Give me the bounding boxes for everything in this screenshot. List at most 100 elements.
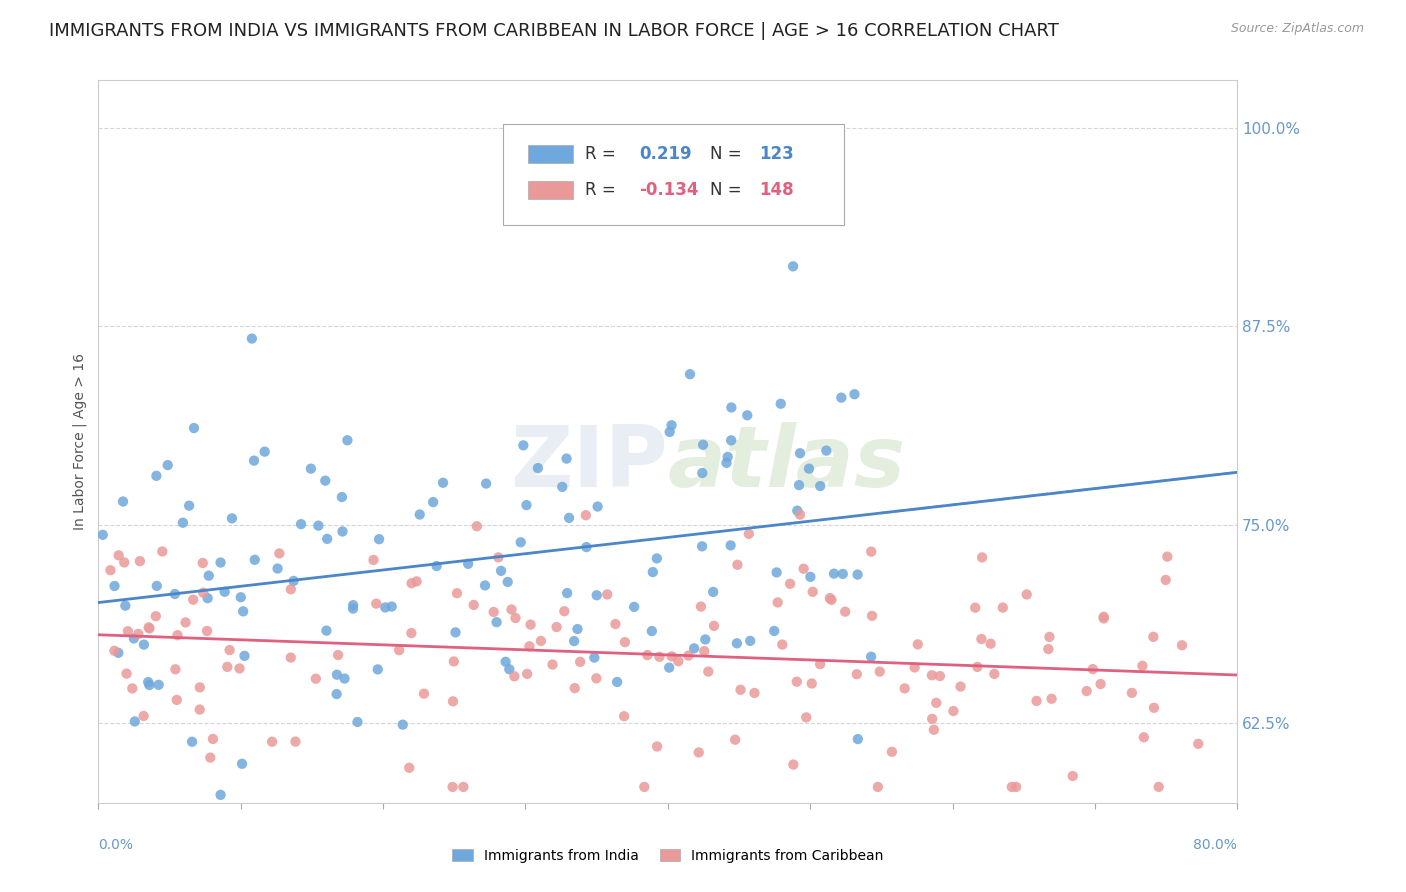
Text: 148: 148 (759, 181, 793, 199)
Point (195, 624, 218, 638)
Point (136, 675, 159, 690)
Point (562, 634, 585, 648)
Point (233, 648, 256, 663)
Point (188, 702, 211, 716)
Point (422, 495, 444, 509)
Point (789, 446, 811, 460)
Point (666, 654, 689, 668)
Point (904, 660, 927, 674)
FancyBboxPatch shape (527, 181, 574, 200)
Point (326, 667, 349, 681)
Point (583, 650, 606, 665)
Point (326, 648, 349, 662)
Point (197, 591, 219, 606)
Point (240, 332, 263, 346)
Point (907, 637, 929, 651)
Point (787, 478, 810, 492)
Point (496, 574, 519, 589)
Point (991, 600, 1014, 615)
Point (555, 451, 578, 466)
Point (232, 604, 254, 618)
Text: ZIP: ZIP (510, 422, 668, 505)
Point (91, 528, 114, 542)
Point (575, 508, 598, 523)
Point (744, 686, 766, 700)
Point (305, 672, 328, 686)
Point (128, 554, 150, 568)
Point (845, 667, 868, 681)
Point (692, 466, 714, 480)
Point (163, 587, 186, 601)
Point (980, 637, 1002, 651)
Point (112, 494, 135, 508)
Point (132, 638, 155, 652)
Point (501, 602, 523, 616)
Point (117, 624, 139, 639)
Point (690, 539, 713, 553)
Point (921, 668, 943, 682)
Text: atlas: atlas (668, 422, 905, 505)
Point (342, 601, 364, 615)
Point (209, 788, 232, 802)
Point (368, 532, 391, 546)
Text: N =: N = (710, 145, 747, 163)
Point (374, 600, 396, 615)
Point (156, 458, 179, 472)
Point (333, 672, 356, 686)
Point (1171, 638, 1194, 652)
Point (1147, 780, 1170, 794)
Point (786, 503, 808, 517)
Point (645, 551, 668, 566)
Point (1038, 630, 1060, 644)
Point (409, 508, 432, 522)
Point (316, 532, 339, 546)
Point (515, 498, 537, 512)
Text: IMMIGRANTS FROM INDIA VS IMMIGRANTS FROM CARIBBEAN IN LABOR FORCE | AGE > 16 COR: IMMIGRANTS FROM INDIA VS IMMIGRANTS FROM… (49, 22, 1059, 40)
Point (942, 704, 965, 718)
Point (183, 421, 205, 435)
Point (166, 693, 188, 707)
Point (763, 624, 786, 638)
Point (844, 387, 866, 401)
Point (834, 605, 856, 619)
Point (818, 591, 841, 606)
Point (740, 633, 762, 648)
Point (229, 591, 252, 605)
Point (1040, 691, 1063, 706)
Point (808, 479, 831, 493)
Point (779, 576, 801, 591)
Point (465, 519, 488, 533)
Point (181, 735, 204, 749)
Point (127, 627, 149, 641)
Point (860, 608, 883, 623)
Point (299, 461, 322, 475)
Point (575, 540, 598, 554)
Point (138, 620, 160, 634)
Point (1154, 573, 1177, 587)
Point (509, 535, 531, 549)
Point (564, 681, 586, 695)
Point (1187, 737, 1209, 751)
Point (633, 780, 655, 794)
Text: 0.219: 0.219 (640, 145, 692, 163)
Point (107, 646, 129, 660)
Point (765, 566, 787, 580)
Point (193, 585, 215, 599)
Point (100, 563, 122, 577)
Point (738, 527, 761, 541)
Point (1025, 694, 1047, 708)
Point (658, 425, 681, 439)
Point (505, 611, 527, 625)
Point (596, 587, 619, 601)
Point (214, 584, 236, 599)
Point (166, 628, 188, 642)
Point (253, 444, 276, 458)
Point (983, 666, 1005, 681)
Point (925, 696, 948, 710)
Point (693, 644, 716, 658)
Point (769, 397, 792, 411)
Point (112, 555, 135, 569)
Legend: Immigrants from India, Immigrants from Caribbean: Immigrants from India, Immigrants from C… (446, 843, 890, 868)
Point (553, 604, 575, 618)
Point (145, 609, 167, 624)
